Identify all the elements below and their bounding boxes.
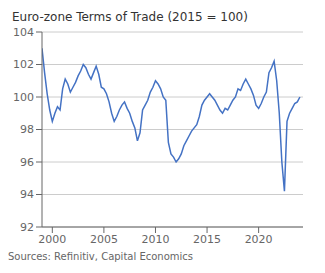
svg-text:2000: 2000 xyxy=(38,233,66,246)
svg-text:100: 100 xyxy=(13,91,34,104)
svg-text:98: 98 xyxy=(20,123,34,136)
svg-text:92: 92 xyxy=(20,221,34,234)
html-text:Euro-zone Terms of Trade (2015: Euro-zone Terms of Trade (2015 = 100) xyxy=(12,10,248,24)
svg-text:2010: 2010 xyxy=(141,233,169,246)
svg-text:94: 94 xyxy=(20,188,34,201)
svg-text:102: 102 xyxy=(13,58,34,71)
svg-text:2020: 2020 xyxy=(245,233,273,246)
svg-text:104: 104 xyxy=(13,26,34,39)
svg-text:2005: 2005 xyxy=(90,233,118,246)
svg-text:2015: 2015 xyxy=(193,233,221,246)
html-text:Sources: Refinitiv, Capital Ec: Sources: Refinitiv, Capital Economics xyxy=(8,251,193,262)
svg-text:96: 96 xyxy=(20,156,34,169)
